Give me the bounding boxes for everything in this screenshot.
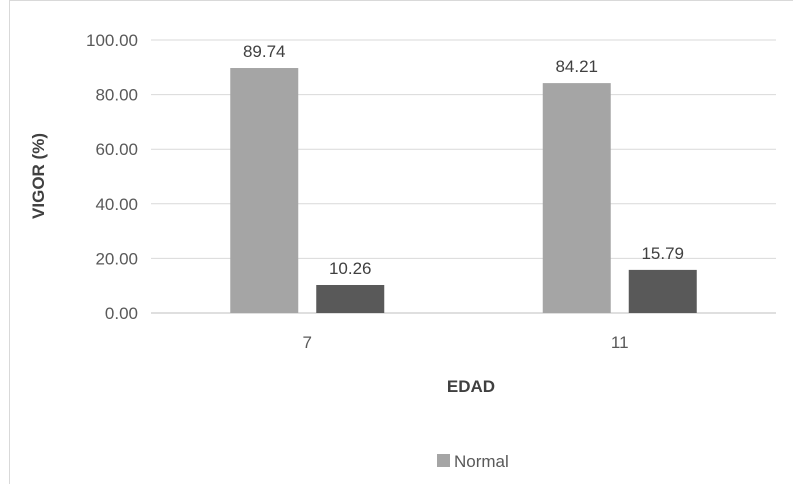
- data-label: 89.74: [243, 42, 286, 61]
- legend: Normal: [437, 452, 509, 471]
- x-axis-title: EDAD: [447, 377, 495, 396]
- data-label: 84.21: [555, 57, 598, 76]
- y-axis-title: VIGOR (%): [29, 133, 48, 219]
- bar-normal-11: [542, 83, 611, 314]
- y-tick-label: 80.00: [95, 86, 138, 105]
- y-tick-label: 40.00: [95, 195, 138, 214]
- bar-normal-7: [230, 68, 299, 314]
- y-tick-label: 20.00: [95, 249, 138, 268]
- bars: [230, 68, 697, 314]
- bar-series2-11: [628, 269, 697, 313]
- chart-frame: [9, 0, 793, 484]
- y-tick-label: 0.00: [105, 304, 138, 323]
- x-tick-label: 11: [611, 333, 629, 352]
- data-labels: 89.74 10.26 84.21 15.79: [243, 42, 684, 278]
- bar-series2-7: [316, 284, 385, 313]
- legend-swatch-normal: [437, 454, 450, 467]
- x-tick-label: 7: [303, 333, 312, 352]
- y-tick-label: 60.00: [95, 140, 138, 159]
- y-axis-ticks: 0.00 20.00 40.00 60.00 80.00 100.00: [86, 31, 138, 323]
- data-label: 10.26: [329, 259, 372, 278]
- data-label: 15.79: [641, 244, 684, 263]
- legend-label-normal: Normal: [454, 452, 509, 471]
- gridlines: [151, 39, 776, 314]
- x-axis-ticks: 7 11: [303, 333, 629, 352]
- y-tick-label: 100.00: [86, 31, 138, 50]
